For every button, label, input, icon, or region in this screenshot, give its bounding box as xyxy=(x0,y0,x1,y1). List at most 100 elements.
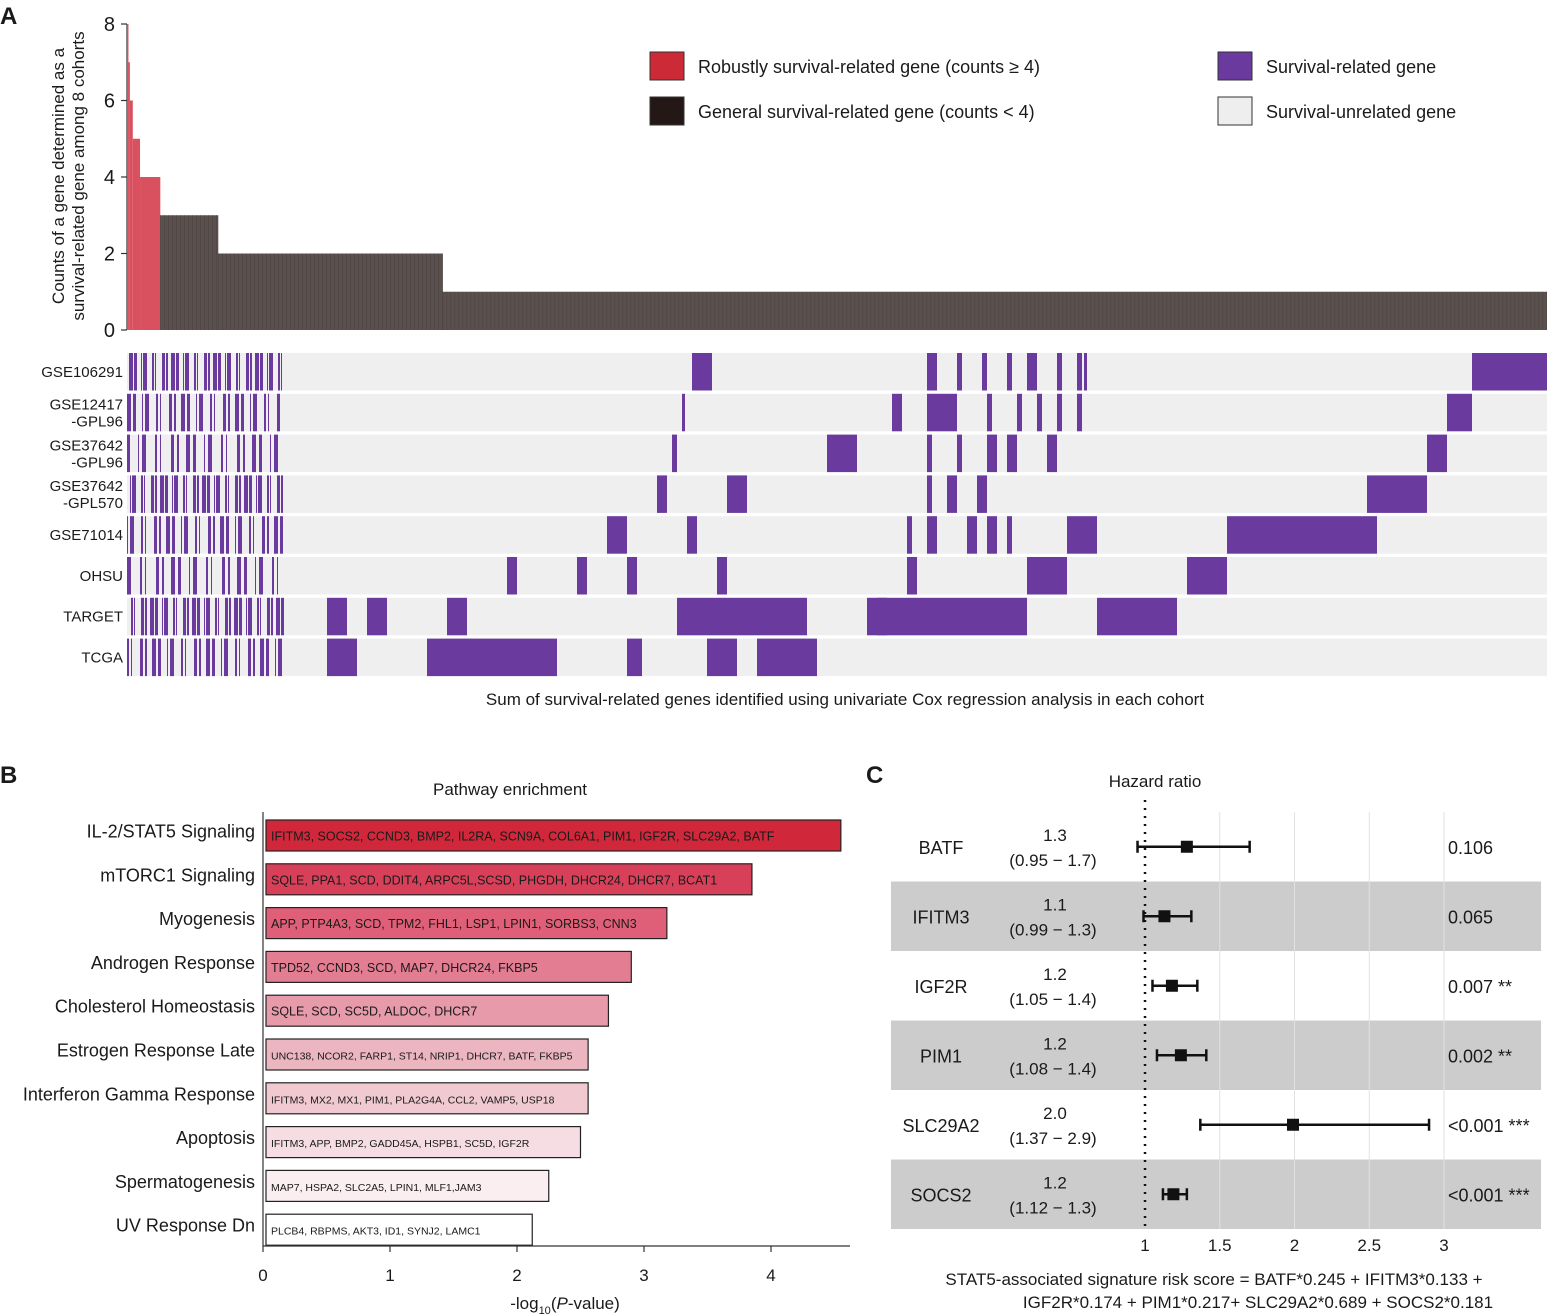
survival-gene-cell xyxy=(193,475,196,513)
forest-gene-BATF: BATF xyxy=(919,838,964,858)
survival-gene-block xyxy=(507,557,517,595)
pathway-bar-genes-6: IFITM3, MX2, MX1, PIM1, PLA2G4A, CCL2, V… xyxy=(271,1094,555,1106)
survival-gene-block xyxy=(927,475,932,513)
pathway-label-9: UV Response Dn xyxy=(116,1216,255,1236)
survival-gene-cell xyxy=(145,393,149,432)
survival-gene-cell xyxy=(134,353,137,391)
survival-gene-cell xyxy=(140,557,142,595)
survival-gene-cell xyxy=(138,434,139,473)
survival-gene-cell xyxy=(248,638,251,677)
survival-gene-cell xyxy=(238,516,242,554)
cohort-label-line: GSE37642 xyxy=(50,437,123,454)
forest-ci-2: (1.05 − 1.4) xyxy=(1009,990,1096,1009)
panel-a: Counts of a gene determined as a surviva… xyxy=(41,14,1547,709)
survival-gene-cell xyxy=(187,597,189,636)
survival-gene-cell xyxy=(225,475,227,513)
panel-a-y-tick-label: 6 xyxy=(104,91,115,113)
forest-hr-5: 1.2 xyxy=(1043,1173,1067,1192)
survival-gene-cell xyxy=(225,353,226,391)
survival-gene-cell xyxy=(204,434,205,473)
survival-gene-cell xyxy=(246,353,249,391)
panel-b-x-tick-label: 0 xyxy=(258,1266,267,1285)
survival-gene-cell xyxy=(244,475,248,513)
survival-gene-cell xyxy=(250,353,252,391)
survival-gene-cell xyxy=(131,638,132,677)
survival-gene-cell xyxy=(267,516,269,554)
survival-gene-cell xyxy=(208,434,212,473)
survival-gene-cell xyxy=(260,597,261,636)
survival-gene-cell xyxy=(235,393,239,432)
survival-gene-cell xyxy=(131,597,133,636)
survival-gene-cell xyxy=(195,516,197,554)
legend-label-3: Survival-unrelated gene xyxy=(1266,102,1456,122)
survival-gene-cell xyxy=(211,557,212,595)
survival-gene-cell xyxy=(176,597,177,636)
survival-gene-block xyxy=(327,638,357,677)
pathway-bar-3 xyxy=(265,950,632,984)
survival-gene-block xyxy=(657,475,667,513)
survival-gene-block xyxy=(627,638,642,677)
pathway-bar-genes-7: IFITM3, APP, BMP2, GADD45A, HSPB1, SC5D,… xyxy=(271,1138,530,1150)
forest-x-tick-label: 3 xyxy=(1439,1236,1448,1255)
survival-gene-cell xyxy=(156,393,158,432)
survival-gene-cell xyxy=(127,516,128,554)
survival-gene-block xyxy=(1097,597,1177,636)
panel-b-title: Pathway enrichment xyxy=(433,780,587,799)
survival-gene-cell xyxy=(160,393,161,432)
cohort-label-TCGA: TCGA xyxy=(81,649,123,666)
survival-gene-block xyxy=(367,597,387,636)
cohort-label-line: GSE37642 xyxy=(50,478,123,495)
forest-ci-0: (0.95 − 1.7) xyxy=(1009,851,1096,870)
survival-gene-cell xyxy=(181,516,182,554)
survival-gene-block xyxy=(1427,434,1447,473)
survival-gene-cell xyxy=(267,353,268,391)
cohort-label-TARGET: TARGET xyxy=(63,609,123,626)
panel-b-bars: IFITM3, SOCS2, CCND3, BMP2, IL2RA, SCN9A… xyxy=(23,819,842,1246)
survival-gene-cell xyxy=(259,434,262,473)
survival-gene-cell xyxy=(185,638,186,677)
survival-gene-cell xyxy=(216,475,220,513)
cohort-label-GSE37642-GPL96: GSE37642 -GPL96 xyxy=(50,437,123,471)
survival-gene-block xyxy=(707,638,737,677)
survival-gene-cell xyxy=(239,353,240,391)
pathway-bar-5 xyxy=(265,1038,589,1071)
panel-a-xlabel: Sum of survival-related genes identified… xyxy=(486,690,1204,709)
survival-gene-block xyxy=(892,393,902,432)
survival-gene-cell xyxy=(171,353,175,391)
panel-b: Pathway enrichment IFITM3, SOCS2, CCND3,… xyxy=(23,780,850,1316)
pathway-bar-4 xyxy=(265,994,610,1027)
forest-hr-0: 1.3 xyxy=(1043,826,1067,845)
cohort-label-GSE71014: GSE71014 xyxy=(50,527,123,544)
survival-gene-block xyxy=(577,557,587,595)
survival-gene-cell xyxy=(150,597,154,636)
count-bar-6 xyxy=(129,100,133,330)
survival-gene-cell xyxy=(212,638,215,677)
survival-gene-block xyxy=(967,516,977,554)
survival-gene-cell xyxy=(271,597,273,636)
survival-gene-cell xyxy=(172,516,175,554)
survival-gene-block xyxy=(987,516,997,554)
survival-gene-block xyxy=(1187,557,1227,595)
survival-gene-block xyxy=(692,353,712,391)
survival-gene-block xyxy=(1084,353,1087,391)
pathway-bar-genes-9: PLCB4, RBPMS, AKT3, ID1, SYNJ2, LAMC1 xyxy=(271,1226,481,1238)
survival-gene-cell xyxy=(141,597,144,636)
pathway-bar-genes-5: UNC138, NCOR2, FARP1, ST14, NRIP1, DHCR7… xyxy=(271,1051,573,1063)
pathway-bar-2 xyxy=(265,906,668,940)
survival-gene-cell xyxy=(237,434,240,473)
survival-gene-cell xyxy=(218,353,221,391)
survival-gene-cell xyxy=(259,557,263,595)
survival-gene-cell xyxy=(208,516,211,554)
forest-row-shade-5 xyxy=(891,1159,1541,1229)
survival-gene-cell xyxy=(162,597,163,636)
forest-point-3 xyxy=(1174,1049,1187,1062)
survival-gene-block xyxy=(727,475,747,513)
survival-gene-cell xyxy=(127,557,131,595)
survival-gene-block xyxy=(1057,353,1062,391)
survival-gene-cell xyxy=(181,393,185,432)
panel-b-xlabel: -log10(P-value) xyxy=(510,1294,620,1316)
survival-gene-cell xyxy=(277,475,280,513)
survival-gene-cell xyxy=(134,597,135,636)
forest-row-shade-1 xyxy=(891,881,1541,951)
